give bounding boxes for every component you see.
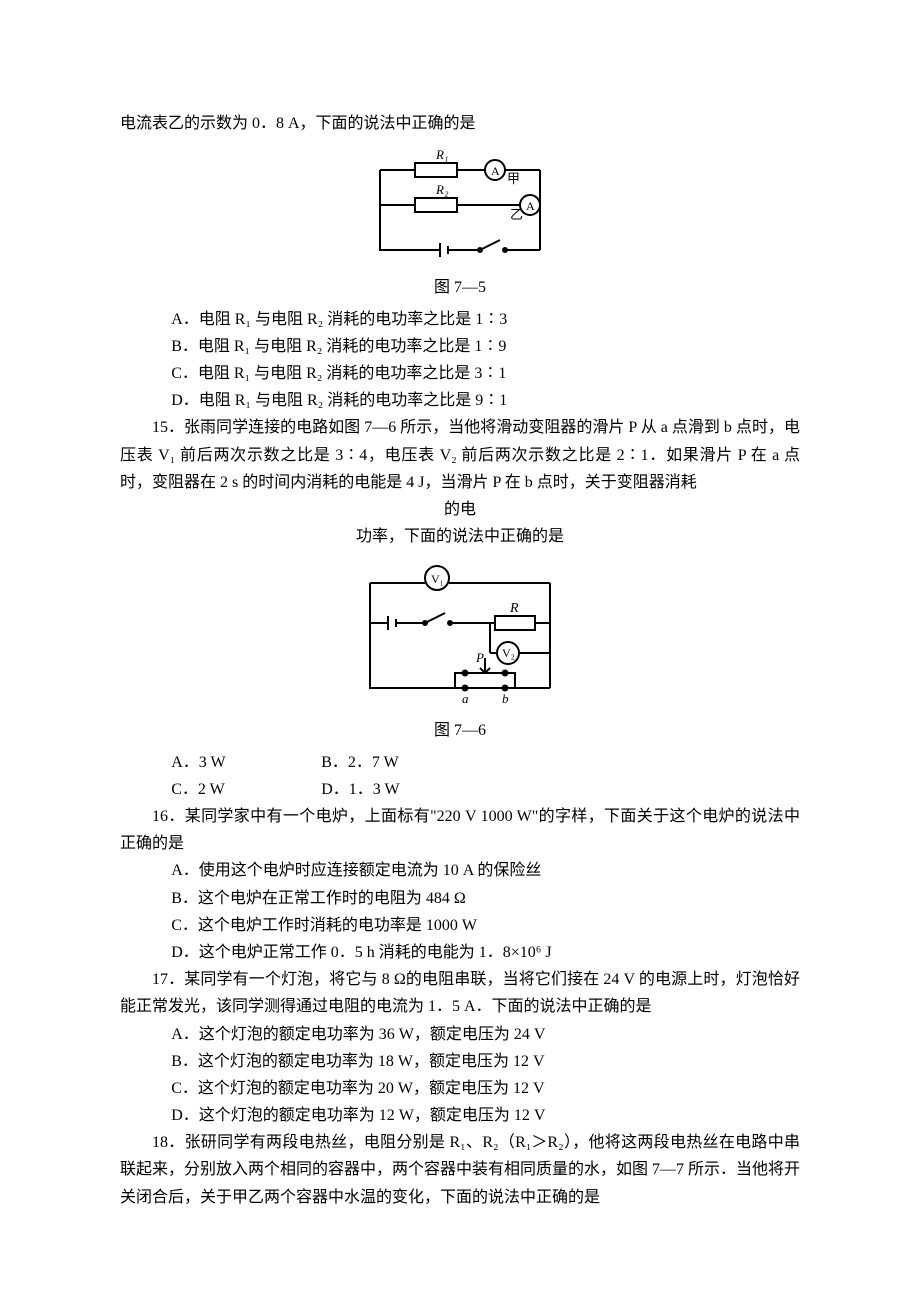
page: 电流表乙的示数为 0．8 A，下面的说法中正确的是 bbox=[0, 0, 920, 1271]
q17-intro: 17．某同学有一个灯泡，将它与 8 Ω的电阻串联，当将它们接在 24 V 的电源… bbox=[120, 966, 800, 1020]
fig76-caption: 图 7—6 bbox=[120, 717, 800, 744]
q16-option-a: A．使用这个电炉时应连接额定电流为 10 A 的保险丝 bbox=[171, 857, 800, 884]
v1-label: V₁ bbox=[431, 572, 444, 586]
q17-option-d: D．这个灯泡的额定电功率为 12 W，额定电压为 12 V bbox=[171, 1102, 800, 1129]
ammeter-jia: 甲 bbox=[507, 171, 520, 186]
r1-label: R₁ bbox=[435, 147, 448, 162]
q15-text-1: 15．张雨同学连接的电路如图 7—6 所示，当他将滑动变阻器的滑片 P 从 a … bbox=[120, 414, 800, 496]
q18-intro: 18．张研同学有两段电热丝，电阻分别是 R₁、R₂（R₁＞R₂），他将这两段电热… bbox=[120, 1129, 800, 1211]
q14-option-c: C．电阻 R₁ 与电阻 R₂ 消耗的电功率之比是 3∶1 bbox=[171, 360, 800, 387]
q17-option-b: B．这个灯泡的额定电功率为 18 W，额定电压为 12 V bbox=[171, 1048, 800, 1075]
q17-options: A．这个灯泡的额定电功率为 36 W，额定电压为 24 V B．这个灯泡的额定电… bbox=[171, 1021, 800, 1130]
q15-option-c: C．2 W bbox=[171, 776, 321, 803]
q15-text-2: 的电 bbox=[120, 496, 800, 523]
q17-option-c: C．这个灯泡的额定电功率为 20 W，额定电压为 12 V bbox=[171, 1075, 800, 1102]
q14-option-a: A．电阻 R₁ 与电阻 R₂ 消耗的电功率之比是 1∶3 bbox=[171, 306, 800, 333]
q15-options: A．3 W B．2．7 W C．2 W D．1．3 W bbox=[171, 749, 800, 803]
r2-label: R₂ bbox=[435, 182, 449, 197]
figure-7-5: R₁ R₂ A A 甲 乙 图 7—5 bbox=[120, 145, 800, 301]
ammeter-a1: A bbox=[491, 164, 500, 178]
q16-options: A．使用这个电炉时应连接额定电流为 10 A 的保险丝 B．这个电炉在正常工作时… bbox=[171, 857, 800, 966]
q15-text-3: 功率，下面的说法中正确的是 bbox=[120, 523, 800, 550]
q14-option-d: D．电阻 R₁ 与电阻 R₂ 消耗的电功率之比是 9∶1 bbox=[171, 387, 800, 414]
a-label: a bbox=[462, 691, 469, 706]
q16-option-b: B．这个电炉在正常工作时的电阻为 484 Ω bbox=[171, 885, 800, 912]
figure-7-6: V₁ V₂ R P a b 图 7—6 bbox=[120, 558, 800, 744]
ammeter-a2: A bbox=[526, 199, 535, 213]
fig75-caption: 图 7—5 bbox=[120, 274, 800, 301]
q14-options: A．电阻 R₁ 与电阻 R₂ 消耗的电功率之比是 1∶3 B．电阻 R₁ 与电阻… bbox=[171, 306, 800, 415]
q16-option-d: D．这个电炉正常工作 0．5 h 消耗的电能为 1．8×10⁶ J bbox=[171, 939, 800, 966]
v2-label: V₂ bbox=[502, 646, 515, 660]
q16-option-c: C．这个电炉工作时消耗的电功率是 1000 W bbox=[171, 912, 800, 939]
ammeter-yi: 乙 bbox=[510, 207, 523, 222]
q17-option-a: A．这个灯泡的额定电功率为 36 W，额定电压为 24 V bbox=[171, 1021, 800, 1048]
q15-option-a: A．3 W bbox=[171, 749, 321, 776]
q14-intro: 电流表乙的示数为 0．8 A，下面的说法中正确的是 bbox=[120, 110, 800, 137]
q15-option-b: B．2．7 W bbox=[321, 749, 471, 776]
q15-option-d: D．1．3 W bbox=[321, 776, 471, 803]
q14-option-b: B．电阻 R₁ 与电阻 R₂ 消耗的电功率之比是 1∶9 bbox=[171, 333, 800, 360]
q16-intro: 16．某同学家中有一个电炉，上面标有"220 V 1000 W"的字样，下面关于… bbox=[120, 803, 800, 857]
b-label: b bbox=[502, 691, 509, 706]
r-label: R bbox=[509, 601, 519, 616]
p-label: P bbox=[475, 650, 484, 665]
